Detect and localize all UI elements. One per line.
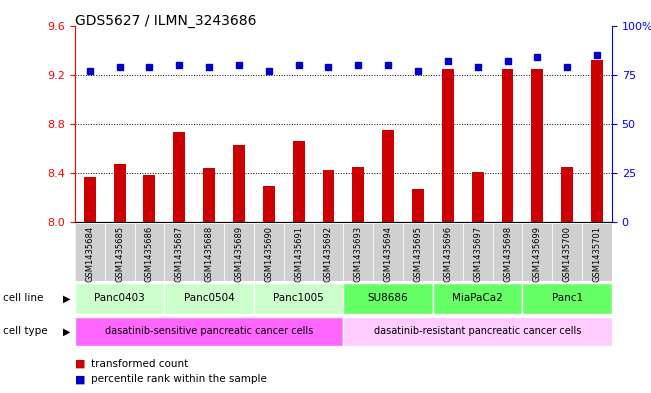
Bar [344, 283, 433, 314]
Bar [254, 223, 284, 281]
Bar [493, 223, 522, 281]
Bar [352, 167, 365, 222]
Text: cell type: cell type [3, 326, 48, 336]
Bar [293, 141, 305, 222]
Bar [75, 317, 344, 346]
Text: ■: ■ [75, 374, 85, 384]
Text: GSM1435699: GSM1435699 [533, 226, 542, 282]
Bar [233, 145, 245, 222]
Bar [84, 176, 96, 222]
Text: percentile rank within the sample: percentile rank within the sample [91, 374, 267, 384]
Bar [173, 132, 186, 222]
Bar [433, 223, 463, 281]
Text: GDS5627 / ILMN_3243686: GDS5627 / ILMN_3243686 [75, 14, 256, 28]
Bar [382, 130, 394, 222]
Text: Panc0504: Panc0504 [184, 293, 234, 303]
Bar [164, 283, 254, 314]
Bar [284, 223, 314, 281]
Bar [114, 164, 126, 222]
Text: GSM1435693: GSM1435693 [354, 226, 363, 282]
Bar [254, 283, 344, 314]
Text: dasatinib-resistant pancreatic cancer cells: dasatinib-resistant pancreatic cancer ce… [374, 326, 581, 336]
Text: GSM1435700: GSM1435700 [562, 226, 572, 282]
Text: transformed count: transformed count [91, 358, 188, 369]
Bar [143, 175, 156, 222]
Text: GSM1435688: GSM1435688 [204, 226, 214, 282]
Bar [75, 283, 164, 314]
Text: SU8686: SU8686 [368, 293, 408, 303]
Text: GSM1435687: GSM1435687 [175, 226, 184, 282]
Text: Panc1: Panc1 [551, 293, 583, 303]
Text: GSM1435692: GSM1435692 [324, 226, 333, 282]
Bar [522, 283, 612, 314]
Text: GSM1435694: GSM1435694 [383, 226, 393, 282]
Text: GSM1435691: GSM1435691 [294, 226, 303, 282]
Bar [135, 223, 165, 281]
Text: ■: ■ [75, 358, 85, 369]
Bar [561, 167, 573, 222]
Bar [522, 223, 552, 281]
Bar [203, 168, 215, 222]
Bar [373, 223, 403, 281]
Text: MiaPaCa2: MiaPaCa2 [452, 293, 503, 303]
Bar [501, 68, 514, 222]
Bar [344, 317, 612, 346]
Bar [472, 172, 484, 222]
Text: Panc1005: Panc1005 [273, 293, 324, 303]
Text: cell line: cell line [3, 293, 44, 303]
Text: GSM1435696: GSM1435696 [443, 226, 452, 282]
Text: GSM1435690: GSM1435690 [264, 226, 273, 282]
Bar [433, 283, 522, 314]
Text: GSM1435701: GSM1435701 [592, 226, 602, 282]
Bar [75, 223, 105, 281]
Bar [263, 186, 275, 222]
Text: ▶: ▶ [62, 293, 70, 303]
Bar [105, 223, 135, 281]
Text: GSM1435685: GSM1435685 [115, 226, 124, 282]
Text: Panc0403: Panc0403 [94, 293, 145, 303]
Bar [322, 171, 335, 222]
Bar [591, 60, 603, 222]
Text: GSM1435697: GSM1435697 [473, 226, 482, 282]
Bar [412, 189, 424, 222]
Bar [164, 223, 194, 281]
Text: dasatinib-sensitive pancreatic cancer cells: dasatinib-sensitive pancreatic cancer ce… [105, 326, 313, 336]
Bar [314, 223, 344, 281]
Bar [531, 68, 544, 222]
Text: GSM1435686: GSM1435686 [145, 226, 154, 282]
Text: GSM1435689: GSM1435689 [234, 226, 243, 282]
Bar [344, 223, 373, 281]
Bar [552, 223, 582, 281]
Bar [403, 223, 433, 281]
Text: GSM1435698: GSM1435698 [503, 226, 512, 282]
Text: GSM1435684: GSM1435684 [85, 226, 94, 282]
Bar [194, 223, 224, 281]
Text: ▶: ▶ [62, 326, 70, 336]
Bar [224, 223, 254, 281]
Bar [463, 223, 493, 281]
Text: GSM1435695: GSM1435695 [413, 226, 422, 282]
Bar [442, 68, 454, 222]
Bar [582, 223, 612, 281]
